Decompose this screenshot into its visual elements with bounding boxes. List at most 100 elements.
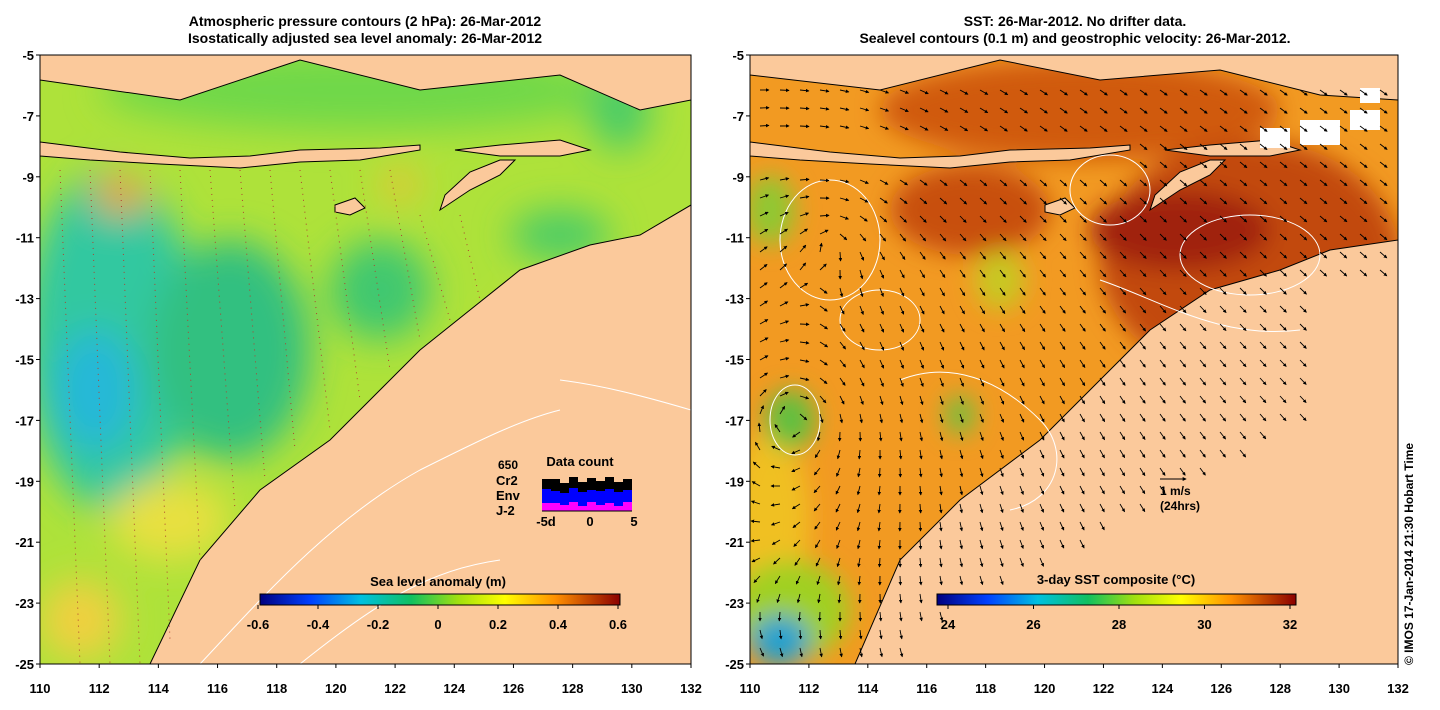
velocity-arrow (1259, 161, 1268, 169)
velocity-arrow (979, 539, 984, 550)
velocity-arrow (1039, 359, 1045, 369)
velocity-arrow (1019, 521, 1024, 531)
velocity-arrow (877, 521, 881, 532)
velocity-arrow (919, 269, 925, 279)
velocity-arrow (1319, 269, 1328, 277)
velocity-arrow (1039, 125, 1048, 132)
velocity-arrow (1339, 125, 1348, 132)
velocity-arrow (999, 179, 1008, 187)
velocity-arrow (1039, 215, 1047, 223)
velocity-scale-label: 1 m/s (1160, 484, 1191, 498)
velocity-arrow (1319, 215, 1328, 223)
velocity-arrow (757, 422, 762, 433)
sla-colorbar-gradient (259, 593, 621, 606)
velocity-arrow (1119, 323, 1126, 332)
velocity-arrow (959, 575, 964, 586)
velocity-arrow (859, 215, 868, 222)
velocity-arrow (979, 341, 985, 351)
velocity-arrow (1379, 233, 1388, 241)
right-title-line2: Sealevel contours (0.1 m) and geostrophi… (859, 30, 1291, 46)
right-title-line1: SST: 26-Mar-2012. No drifter data. (963, 13, 1187, 29)
velocity-arrow (959, 377, 964, 387)
velocity-arrow (999, 485, 1004, 496)
left-map-area (40, 55, 691, 664)
velocity-arrow (939, 521, 943, 532)
velocity-arrow (1359, 161, 1368, 168)
velocity-arrow (771, 539, 781, 545)
velocity-arrow (1079, 485, 1085, 495)
velocity-arrow (959, 521, 964, 532)
velocity-arrow (1339, 269, 1348, 277)
velocity-arrow (1359, 107, 1368, 114)
velocity-arrow (919, 611, 923, 622)
velocity-arrow (918, 485, 923, 496)
velocity-arrow (1339, 89, 1348, 96)
right-lon-label: 122 (1093, 681, 1115, 696)
velocity-arrow (999, 557, 1004, 568)
velocity-arrow (1119, 107, 1128, 114)
right-lat-label: -25 (725, 657, 744, 672)
velocity-arrow (815, 557, 821, 567)
velocity-arrow (1219, 359, 1227, 368)
left-white-contours (199, 379, 691, 664)
velocity-arrow (899, 251, 906, 261)
velocity-arrow (959, 107, 969, 113)
velocity-arrow (1259, 287, 1267, 295)
velocity-arrow (779, 228, 789, 235)
left-lat-label: -5 (22, 48, 34, 63)
velocity-arrow (1219, 287, 1227, 295)
velocity-arrow (939, 449, 944, 460)
velocity-arrow (856, 503, 861, 514)
velocity-arrow (1139, 161, 1148, 169)
left-lon-label: 116 (207, 681, 228, 696)
sealevel-contours (769, 154, 1321, 511)
velocity-arrow (1379, 179, 1388, 186)
velocity-arrow (1239, 341, 1247, 350)
velocity-arrow (959, 179, 968, 187)
velocity-arrow (1379, 125, 1388, 132)
velocity-arrow (899, 341, 904, 351)
velocity-arrow (959, 89, 969, 95)
data-count-bar-segment (587, 490, 596, 502)
velocity-arrow (1199, 413, 1206, 422)
velocity-arrow (999, 215, 1007, 223)
velocity-arrow (1039, 557, 1044, 567)
velocity-arrow (979, 467, 984, 478)
velocity-arrow (1059, 431, 1065, 441)
velocity-arrow (1179, 215, 1187, 223)
velocity-arrow (1159, 179, 1168, 187)
data-count-max-label: 650 (498, 458, 518, 472)
velocity-arrow (939, 539, 943, 550)
velocity-arrow (1079, 251, 1087, 260)
right-lon-label: 114 (857, 681, 879, 696)
velocity-arrow (1299, 359, 1307, 367)
velocity-arrow (819, 125, 830, 129)
left-lat-label: -25 (15, 657, 34, 672)
velocity-arrow (919, 233, 927, 242)
right-lon-label: 116 (916, 681, 937, 696)
velocity-arrow (979, 197, 988, 205)
velocity-arrow (859, 107, 870, 112)
velocity-arrow (1019, 197, 1027, 205)
velocity-arrow (839, 287, 844, 298)
velocity-arrow (839, 647, 843, 658)
velocity-arrow (778, 629, 783, 640)
velocity-arrow (919, 341, 925, 351)
left-lon-label: 118 (266, 681, 287, 696)
velocity-arrow (1119, 413, 1126, 423)
velocity-arrow (759, 194, 770, 199)
velocity-arrow (1179, 143, 1188, 150)
velocity-arrow (750, 500, 761, 505)
velocity-arrow (799, 262, 807, 271)
velocity-arrow (838, 629, 843, 640)
left-lat-label: -19 (15, 474, 34, 489)
right-lat-label: -9 (732, 170, 744, 185)
velocity-arrow (1079, 413, 1085, 423)
right-lon-label: 126 (1210, 681, 1232, 696)
velocity-arrow (1139, 179, 1148, 187)
sst-colorbar: 3-day SST composite (°C) 24 26 28 30 32 (936, 572, 1297, 632)
velocity-arrow (750, 538, 761, 543)
velocity-arrow (1099, 503, 1105, 513)
velocity-arrow (1239, 323, 1247, 332)
velocity-arrow (1279, 359, 1287, 367)
